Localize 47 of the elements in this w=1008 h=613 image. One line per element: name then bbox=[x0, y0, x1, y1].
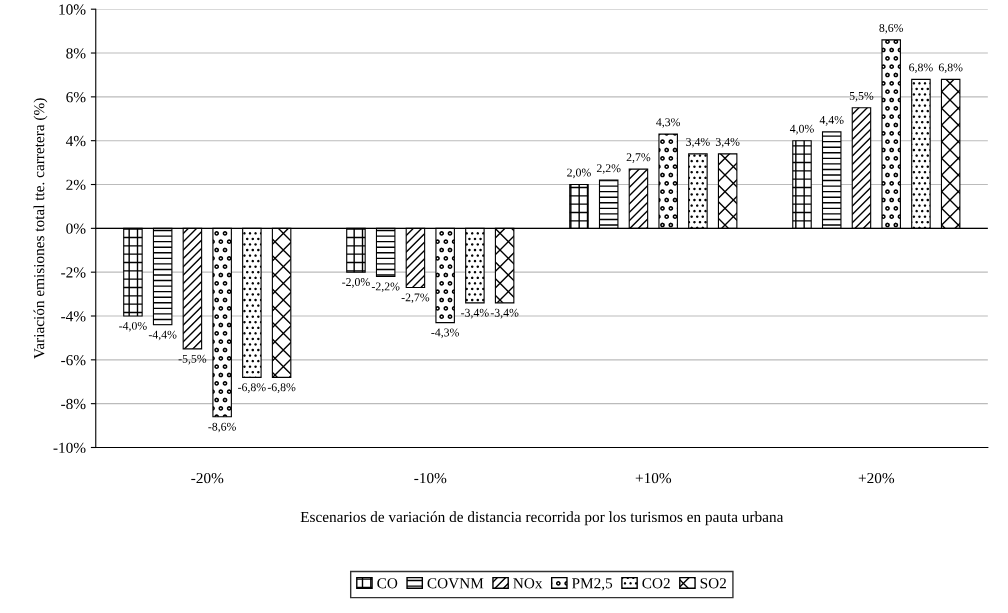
data-label: 4,3% bbox=[656, 118, 681, 128]
x-axis-title: Escenarios de variación de distancia recorrida por los turismos en pauta urbana bbox=[300, 511, 784, 526]
data-label: -3,4% bbox=[461, 308, 489, 319]
y-tick-label: 6% bbox=[66, 91, 86, 103]
legend-label: CO2 bbox=[642, 578, 670, 589]
legend-label: CO bbox=[377, 578, 398, 589]
data-label: -4,4% bbox=[148, 330, 177, 341]
legend-label: NOx bbox=[513, 578, 543, 589]
data-label: 8,6% bbox=[879, 23, 904, 34]
y-tick-label: -4% bbox=[61, 311, 86, 322]
y-tick-label: -2% bbox=[61, 267, 86, 278]
y-tick-label: -8% bbox=[61, 398, 86, 410]
y-tick-label: -10% bbox=[53, 442, 86, 453]
x-tick-label: +10% bbox=[635, 472, 672, 484]
x-tick-label: -20% bbox=[191, 472, 224, 484]
legend-label: SO2 bbox=[700, 578, 726, 589]
data-label: 5,5% bbox=[849, 91, 874, 102]
data-label: 2,0% bbox=[567, 168, 591, 179]
data-label: -2,2% bbox=[371, 282, 400, 293]
data-label: 2,2% bbox=[596, 164, 621, 174]
data-label: 6,8% bbox=[938, 63, 963, 74]
x-tick-label: -10% bbox=[414, 472, 447, 484]
y-tick-label: -6% bbox=[61, 354, 86, 366]
data-label: 6,8% bbox=[909, 63, 933, 74]
y-tick-label: 8% bbox=[66, 48, 86, 59]
legend-label: PM2,5 bbox=[571, 578, 613, 591]
data-label: 4,0% bbox=[789, 124, 814, 135]
data-label: -6,8% bbox=[267, 383, 296, 393]
data-label: -2,7% bbox=[401, 293, 430, 304]
x-tick-label: +20% bbox=[858, 472, 895, 484]
data-label: 3,4% bbox=[715, 137, 740, 148]
legend-label: COVNM bbox=[427, 578, 484, 589]
data-label: 4,4% bbox=[819, 116, 844, 126]
data-label: 2,7% bbox=[626, 153, 651, 163]
data-label: -8,6% bbox=[208, 422, 236, 433]
data-label: 3,4% bbox=[686, 137, 710, 148]
y-axis-title: Variación emisiones total tte. carretera (%) bbox=[33, 98, 48, 359]
data-label: -6,8% bbox=[238, 383, 266, 393]
data-label: -2,0% bbox=[342, 278, 370, 288]
y-tick-label: 4% bbox=[65, 135, 86, 147]
data-label: -4,3% bbox=[431, 328, 460, 339]
data-label: -5,5% bbox=[178, 354, 207, 365]
y-tick-label: 0% bbox=[66, 223, 86, 234]
y-tick-label: 2% bbox=[66, 179, 86, 191]
y-tick-label: 10% bbox=[59, 4, 86, 15]
data-label: -3,4% bbox=[490, 308, 519, 319]
data-label: -4,0% bbox=[119, 321, 147, 332]
